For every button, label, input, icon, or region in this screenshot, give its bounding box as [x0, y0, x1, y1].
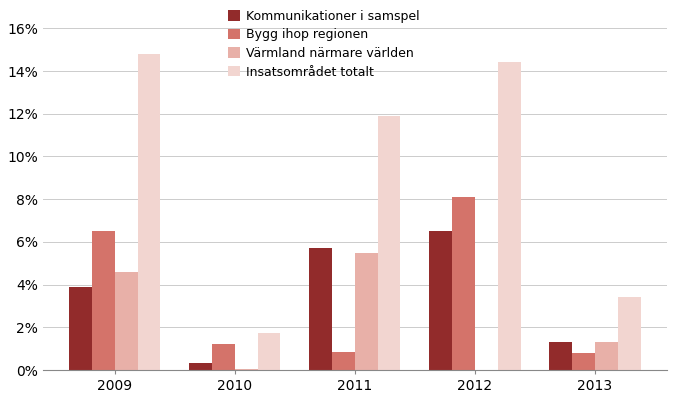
Bar — [377, 116, 400, 370]
Bar — [429, 231, 452, 370]
Bar — [452, 197, 475, 370]
Legend: Kommunikationer i samspel, Bygg ihop regionen, Värmland närmare världen, Insatso: Kommunikationer i samspel, Bygg ihop reg… — [224, 6, 424, 82]
Bar — [212, 344, 235, 370]
Bar — [257, 333, 280, 370]
Bar — [92, 231, 115, 370]
Bar — [498, 62, 520, 370]
Bar — [595, 342, 618, 370]
Bar — [355, 252, 377, 370]
Bar — [189, 362, 212, 370]
Bar — [618, 298, 641, 370]
Bar — [137, 54, 160, 370]
Bar — [115, 272, 137, 370]
Bar — [309, 248, 332, 370]
Bar — [69, 287, 92, 370]
Bar — [332, 352, 355, 370]
Bar — [235, 369, 257, 370]
Bar — [549, 342, 572, 370]
Bar — [572, 353, 595, 370]
